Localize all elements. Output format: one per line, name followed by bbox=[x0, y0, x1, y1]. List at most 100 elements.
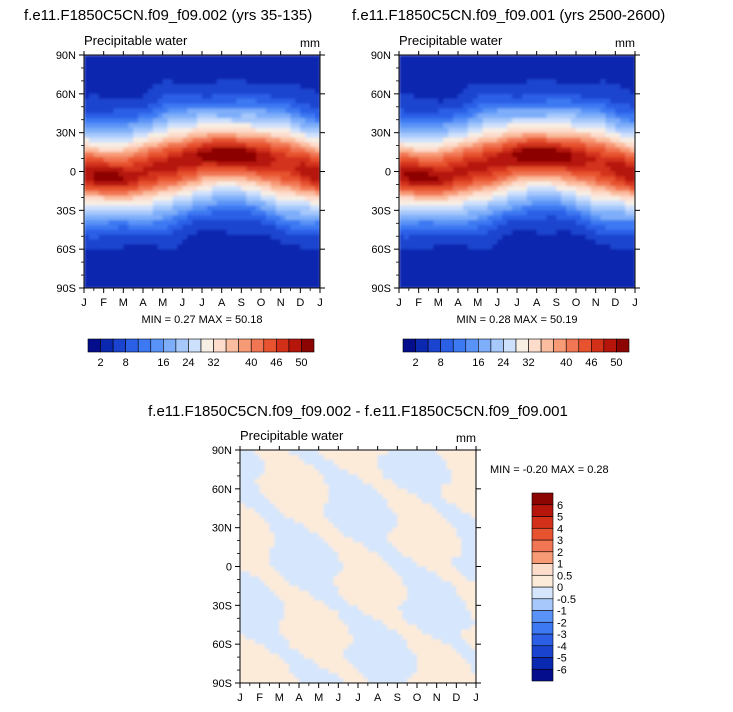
field-cell bbox=[118, 103, 124, 109]
field-cell bbox=[413, 254, 420, 260]
field-cell bbox=[541, 118, 548, 124]
field-cell bbox=[206, 205, 213, 211]
field-cell bbox=[605, 210, 612, 216]
field-cell bbox=[157, 171, 164, 177]
field-cell bbox=[231, 142, 238, 148]
field-cell bbox=[192, 268, 198, 275]
field-cell bbox=[275, 137, 282, 143]
field-cell bbox=[118, 161, 124, 168]
field-cell bbox=[526, 84, 533, 90]
field-cell bbox=[290, 55, 297, 61]
field-cell bbox=[98, 195, 105, 202]
field-cell bbox=[630, 103, 635, 109]
field-cell bbox=[477, 84, 484, 90]
field-cell bbox=[512, 186, 518, 192]
field-cell bbox=[256, 273, 262, 279]
field-cell bbox=[98, 239, 105, 245]
field-cell bbox=[605, 273, 612, 279]
field-cell bbox=[467, 69, 474, 76]
field-cell bbox=[492, 166, 498, 173]
field-cell bbox=[561, 268, 567, 275]
field-cell bbox=[408, 84, 415, 90]
field-cell bbox=[556, 200, 562, 207]
field-cell bbox=[118, 127, 124, 134]
field-cell bbox=[605, 229, 612, 236]
field-cell bbox=[418, 122, 425, 129]
field-cell bbox=[143, 278, 149, 284]
field-cell bbox=[620, 239, 626, 245]
field-cell bbox=[244, 551, 251, 558]
field-cell bbox=[399, 84, 405, 90]
field-cell bbox=[167, 93, 174, 100]
field-cell bbox=[521, 190, 528, 197]
field-cell bbox=[236, 186, 242, 192]
field-cell bbox=[202, 205, 208, 211]
field-cell bbox=[458, 147, 464, 153]
field-cell bbox=[123, 98, 129, 105]
field-cell bbox=[615, 161, 621, 168]
field-cell bbox=[482, 190, 489, 197]
field-cell bbox=[497, 59, 503, 66]
field-cell bbox=[113, 249, 120, 255]
field-cell bbox=[216, 278, 223, 284]
field-cell bbox=[177, 142, 183, 148]
field-cell bbox=[517, 64, 523, 71]
field-cell bbox=[192, 224, 198, 231]
field-cell bbox=[202, 263, 208, 270]
field-cell bbox=[315, 210, 320, 216]
field-cell bbox=[625, 137, 631, 143]
field-cell bbox=[236, 234, 242, 241]
field-cell bbox=[133, 220, 139, 226]
field-cell bbox=[561, 200, 567, 207]
field-cell bbox=[487, 142, 494, 148]
field-cell bbox=[226, 93, 233, 100]
field-cell bbox=[590, 93, 597, 100]
field-cell bbox=[157, 166, 164, 173]
field-cell bbox=[143, 268, 149, 275]
field-cell bbox=[512, 215, 518, 221]
field-cell bbox=[576, 93, 582, 100]
field-cell bbox=[423, 152, 430, 158]
field-cell bbox=[531, 268, 538, 275]
field-cell bbox=[423, 113, 430, 119]
field-cell bbox=[275, 205, 282, 211]
field-cell bbox=[244, 590, 251, 597]
field-cell bbox=[236, 263, 242, 270]
field-cell bbox=[556, 186, 562, 192]
field-cell bbox=[433, 171, 439, 177]
field-cell bbox=[418, 278, 425, 284]
field-cell bbox=[423, 69, 430, 76]
field-cell bbox=[138, 258, 144, 265]
field-cell bbox=[310, 200, 316, 207]
field-cell bbox=[576, 258, 582, 265]
field-cell bbox=[275, 69, 282, 76]
field-cell bbox=[526, 88, 533, 95]
field-cell bbox=[492, 84, 498, 90]
field-cell bbox=[152, 79, 159, 85]
field-cell bbox=[507, 181, 513, 187]
field-cell bbox=[128, 263, 134, 270]
field-cell bbox=[177, 181, 183, 187]
field-cell bbox=[152, 108, 159, 114]
field-cell bbox=[182, 263, 188, 270]
field-cell bbox=[615, 190, 621, 197]
field-cell bbox=[630, 190, 635, 197]
field-cell bbox=[438, 122, 444, 129]
field-cell bbox=[438, 113, 444, 119]
field-cell bbox=[240, 615, 246, 621]
field-cell bbox=[541, 205, 548, 211]
field-cell bbox=[261, 118, 267, 124]
field-cell bbox=[256, 69, 262, 76]
field-cell bbox=[197, 108, 203, 114]
field-cell bbox=[413, 84, 420, 90]
field-cell bbox=[246, 258, 252, 265]
field-cell bbox=[413, 181, 420, 187]
field-cell bbox=[590, 64, 597, 71]
field-cell bbox=[88, 84, 95, 90]
field-cell bbox=[138, 263, 144, 270]
field-cell bbox=[497, 137, 503, 143]
x-tick-label: M bbox=[473, 297, 482, 309]
field-cell bbox=[438, 88, 444, 95]
field-cell bbox=[138, 98, 144, 105]
field-cell bbox=[226, 74, 233, 80]
